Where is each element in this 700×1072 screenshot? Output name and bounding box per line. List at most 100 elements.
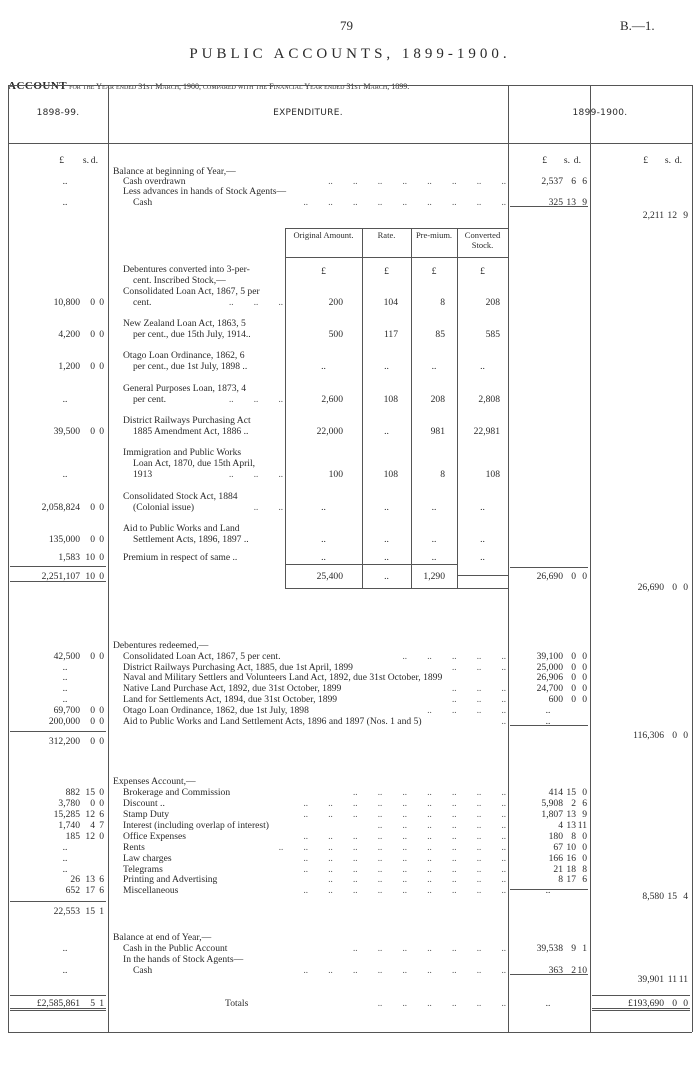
line-label: Expenses Account,— — [113, 776, 196, 787]
amount-shillings: 13 — [566, 809, 576, 820]
conversion-value: .. — [431, 361, 437, 372]
line-label: cent. Inscribed Stock,— — [133, 275, 226, 286]
amount-shillings: 9 — [571, 943, 576, 954]
line-label: 1913 — [133, 469, 153, 480]
amount-blank: .. — [545, 705, 551, 716]
amount-shillings: 0 — [90, 534, 95, 545]
amount-blank: .. — [62, 943, 68, 954]
amount-pence: 0 — [683, 998, 688, 1009]
conversion-value: 208 — [430, 394, 445, 405]
amount-pounds: 15,285 — [53, 809, 80, 820]
amount-pence: 0 — [582, 694, 587, 705]
amount-shillings: 0 — [90, 329, 95, 340]
row-rule — [10, 1008, 106, 1009]
amount-blank: .. — [62, 842, 68, 853]
amount-shillings: 11 — [667, 974, 677, 985]
amount-blank: .. — [62, 853, 68, 864]
line-label: Debentures converted into 3-per- — [123, 264, 250, 275]
amount-shillings: 0 — [571, 571, 576, 582]
line-label: Consolidated Loan Act, 1867, 5 per cent. — [123, 651, 281, 662]
amount-pence: 0 — [582, 831, 587, 842]
amount-shillings: 8 — [571, 831, 576, 842]
amount-blank: .. — [62, 672, 68, 683]
amount-pounds: 8 — [558, 874, 563, 885]
amount-pence: 8 — [582, 864, 587, 875]
conversion-value: .. — [480, 552, 485, 563]
amount-pence: 11 — [678, 974, 688, 985]
conversion-currency: £ — [384, 266, 389, 277]
amount-pence: 0 — [99, 426, 104, 437]
amount-pence: 9 — [582, 197, 587, 208]
amount-pence: 0 — [99, 736, 104, 747]
conversion-value: 500 — [328, 329, 343, 340]
dot-leader: .. .. .. .. .. .. — [377, 998, 506, 1008]
subtitle-text: for the Year ended 31st March, 1900, com… — [69, 82, 410, 91]
line-label: Loan Act, 1870, due 15th April, — [133, 458, 256, 469]
amount-pounds: 2,211 — [642, 210, 664, 221]
dot-leader: .. .. .. .. .. .. .. .. .. — [303, 853, 507, 863]
line-label: Balance at beginning of Year,— — [113, 166, 236, 177]
column-rule — [457, 228, 458, 589]
amount-shillings: 0 — [90, 651, 95, 662]
amount-shillings: 10 — [566, 842, 576, 853]
amount-pence: 0 — [683, 730, 688, 741]
page-number: 79 — [340, 18, 353, 33]
row-rule — [10, 581, 106, 582]
amount-pounds: 10,800 — [53, 297, 80, 308]
column-rule — [590, 85, 591, 1032]
row-rule — [10, 566, 106, 567]
amount-pence: 0 — [582, 571, 587, 582]
row-rule — [10, 731, 106, 732]
amount-shillings: 5 — [90, 998, 95, 1009]
amount-pounds: 8,580 — [642, 891, 664, 902]
column-rule — [508, 85, 509, 1032]
column-rule — [285, 228, 286, 589]
amount-shillings: 0 — [571, 662, 576, 673]
amount-pence: 6 — [99, 874, 104, 885]
conversion-value: .. — [384, 534, 389, 545]
amount-shillings: 2 — [571, 965, 576, 976]
conversion-value: 22,981 — [473, 426, 500, 437]
conversion-value: .. — [321, 361, 326, 372]
amount-pence: 11 — [577, 820, 587, 831]
amount-pounds: 69,700 — [53, 705, 80, 716]
amount-shillings: 13 — [85, 874, 95, 885]
line-label: Telegrams — [123, 864, 163, 875]
amount-pounds: 882 — [65, 787, 80, 798]
amount-pence: 0 — [582, 672, 587, 683]
amount-pence: 0 — [582, 683, 587, 694]
amount-pence: 0 — [99, 297, 104, 308]
amount-pounds: 67 — [553, 842, 563, 853]
conversion-value: .. — [431, 534, 437, 545]
line-label: Otago Loan Ordinance, 1862, due 1st July… — [123, 705, 309, 716]
dot-leader: .. .. .. .. .. .. .. .. .. — [303, 885, 507, 895]
row-rule — [510, 889, 588, 890]
conversion-value: .. — [480, 502, 485, 513]
amount-pence: 1 — [582, 943, 587, 954]
dot-leader: .. .. .. .. .. .. .. .. .. .. — [278, 842, 506, 852]
amount-pence: 0 — [99, 651, 104, 662]
column-rule — [590, 85, 591, 143]
conversion-value: .. — [384, 426, 389, 437]
dot-leader: .. .. .. .. .. .. .. — [353, 787, 506, 797]
dot-leader: .. .. .. — [452, 694, 506, 704]
dot-leader: .. .. .. .. .. .. .. .. .. — [303, 831, 507, 841]
amount-pounds: 5,908 — [541, 798, 563, 809]
amount-pounds: 652 — [65, 885, 80, 896]
amount-pounds: 3,780 — [58, 798, 80, 809]
amount-blank: .. — [545, 885, 551, 896]
conversion-header: Pre-mium. — [415, 230, 453, 240]
amount-pounds: £193,690 — [628, 998, 664, 1009]
amount-shillings: 0 — [571, 694, 576, 705]
amount-blank: .. — [62, 683, 68, 694]
amount-pounds: 414 — [548, 787, 563, 798]
line-label: Otago Loan Ordinance, 1862, 6 — [123, 350, 245, 361]
line-label: Discount .. — [123, 798, 165, 809]
conversion-value: 2,808 — [478, 394, 500, 405]
row-rule — [10, 901, 106, 902]
amount-pence: 7 — [99, 820, 104, 831]
amount-pence: 0 — [99, 552, 104, 563]
amount-pounds: 363 — [548, 965, 563, 976]
column-rule — [108, 85, 109, 1032]
amount-shillings: 12 — [85, 831, 95, 842]
